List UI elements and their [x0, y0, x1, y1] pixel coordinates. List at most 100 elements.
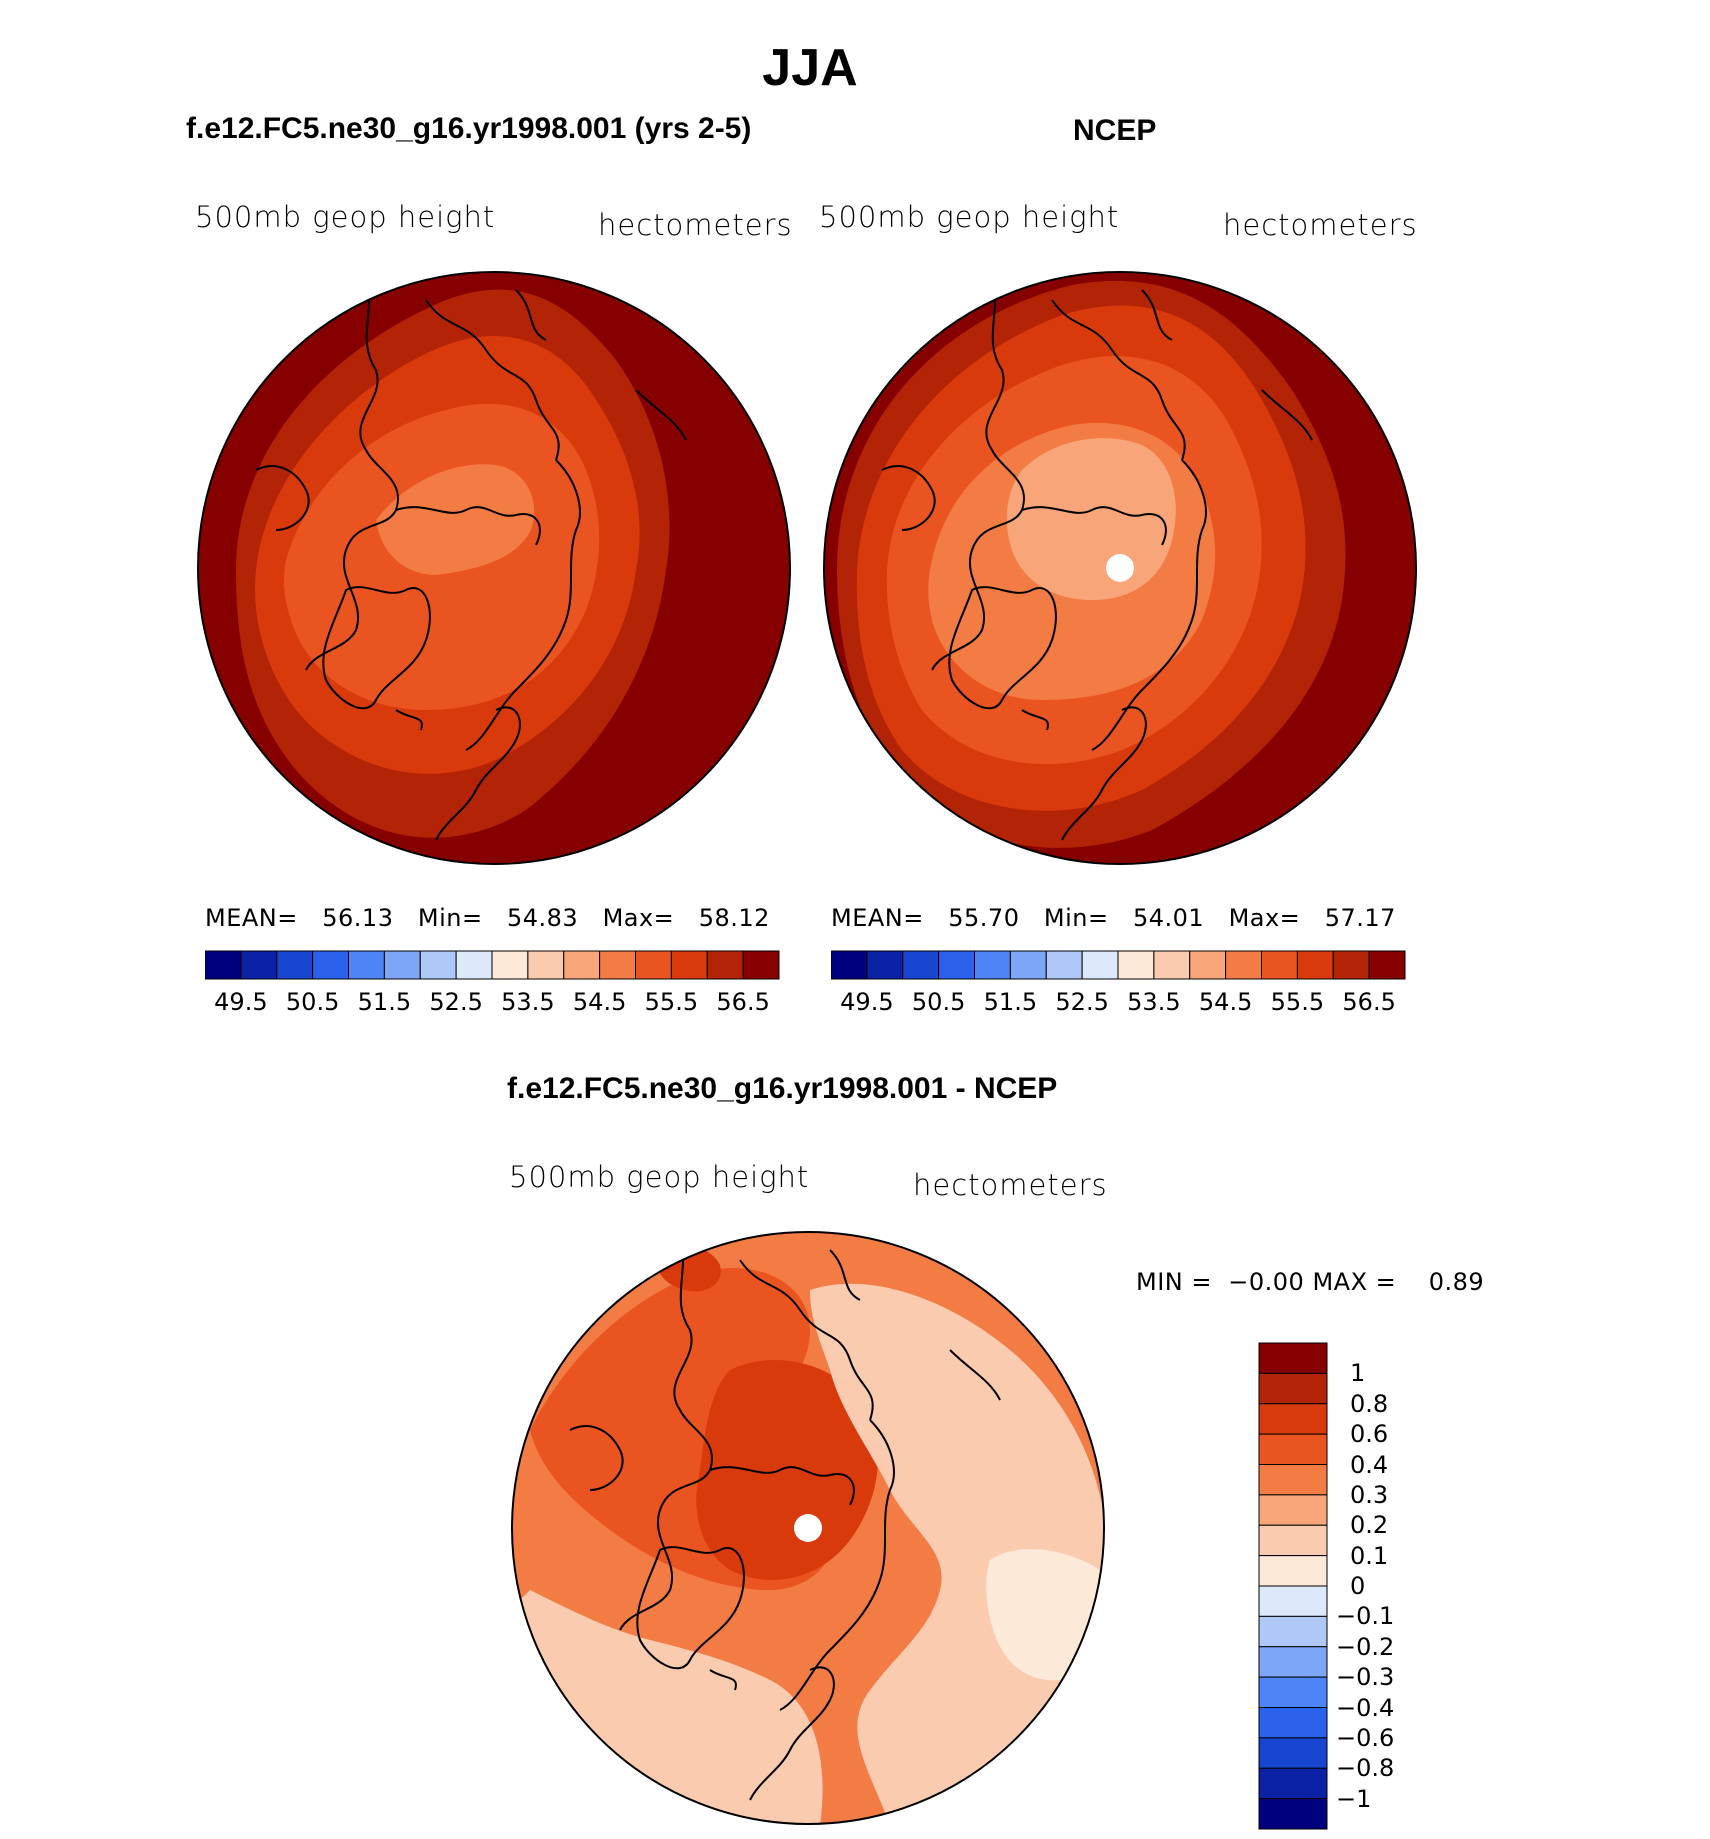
- obs-colorbar-tick-label: 51.5: [984, 988, 1037, 1016]
- diff-polar-map: [510, 1230, 1106, 1826]
- obs-contour-level-6: [1006, 438, 1176, 600]
- model-variable-label: 500mb geop height: [195, 200, 496, 234]
- diff-colorbar-tick-label: −1: [1336, 1784, 1372, 1813]
- obs-colorbar-swatch: [1332, 950, 1370, 980]
- diff-colorbar-swatch: [1258, 1433, 1328, 1465]
- diff-colorbar-tick-label: 0: [1350, 1572, 1366, 1600]
- model-colorbar-tick-label: 56.5: [716, 988, 769, 1016]
- obs-colorbar-swatch: [902, 950, 940, 980]
- model-stats: MEAN= 56.13 Min= 54.83 Max= 58.12: [205, 904, 770, 932]
- model-colorbar-swatch: [706, 950, 744, 980]
- diff-panel-title: f.e12.FC5.ne30_g16.yr1998.001 - NCEP: [507, 1072, 1058, 1105]
- diff-colorbar-tick-label: 0.4: [1350, 1450, 1389, 1479]
- model-colorbar-tick-label: 55.5: [645, 988, 698, 1016]
- model-contour-level-5: [376, 464, 535, 575]
- obs-colorbar-swatch: [1009, 950, 1047, 980]
- model-colorbar-swatch: [240, 950, 278, 980]
- model-coastlines: [255, 279, 687, 841]
- diff-colorbar-tick-label: −0.3: [1336, 1663, 1395, 1692]
- diff-colorbar-swatch: [1258, 1494, 1328, 1526]
- diff-colorbar-swatch: [1258, 1464, 1328, 1496]
- diff-colorbar-swatch: [1258, 1798, 1328, 1830]
- diff-colorbar-tick-label: −0.1: [1336, 1602, 1395, 1631]
- obs-units-label: hectometers: [1223, 208, 1418, 242]
- model-colorbar-tick-label: 51.5: [358, 988, 411, 1016]
- diff-colorbar-swatch: [1258, 1676, 1328, 1708]
- obs-colorbar-swatch: [1117, 950, 1155, 980]
- obs-stats: MEAN= 55.70 Min= 54.01 Max= 57.17: [831, 904, 1396, 932]
- model-polar-map: [196, 270, 792, 866]
- obs-max-label: Max=: [1228, 904, 1301, 932]
- diff-colorbar-tick-label: −0.6: [1336, 1723, 1395, 1752]
- obs-min-label: Min=: [1043, 904, 1109, 932]
- diff-colorbar-tick-label: 0.2: [1350, 1511, 1389, 1540]
- diff-colorbar-tick-label: 0.1: [1350, 1541, 1389, 1570]
- model-colorbar-swatch: [383, 950, 421, 980]
- main-title: JJA: [762, 39, 858, 97]
- model-max-value: 58.12: [698, 904, 770, 932]
- model-colorbar-swatch: [491, 950, 529, 980]
- diff-colorbar-swatch: [1258, 1342, 1328, 1374]
- diff-pole-missing-data: [794, 1514, 822, 1542]
- obs-colorbar-tick-label: 52.5: [1055, 988, 1108, 1016]
- diff-contour-low-east: [810, 1283, 1104, 1824]
- obs-min-value: 54.01: [1132, 904, 1205, 932]
- diff-max-value: 0.89: [1428, 1268, 1485, 1296]
- diff-coastlines: [569, 1239, 1001, 1801]
- obs-colorbar-swatch: [1296, 950, 1334, 980]
- obs-colorbar-swatch: [938, 950, 975, 980]
- diff-stats: MIN = −0.00 MAX = 0.89: [1136, 1268, 1484, 1296]
- model-colorbar-swatch: [635, 950, 672, 980]
- model-min-label: Min=: [417, 904, 483, 932]
- model-colorbar-swatch: [670, 950, 708, 980]
- obs-colorbar-tick-label: 56.5: [1342, 988, 1395, 1016]
- obs-colorbar-swatch: [1368, 950, 1406, 980]
- obs-colorbar-tick-label: 50.5: [912, 988, 965, 1016]
- obs-pole-missing-data: [1106, 554, 1134, 582]
- diff-min-label: MIN =: [1136, 1268, 1212, 1296]
- model-panel-title: f.e12.FC5.ne30_g16.yr1998.001 (yrs 2-5): [186, 112, 752, 145]
- model-mean-label: MEAN=: [205, 904, 298, 932]
- obs-coastlines: [881, 279, 1313, 841]
- model-colorbar-tick-label: 53.5: [501, 988, 554, 1016]
- diff-colorbar-tick-label: 0.8: [1350, 1389, 1389, 1418]
- model-min-value: 54.83: [506, 904, 579, 932]
- model-units-label: hectometers: [598, 208, 793, 242]
- obs-colorbar-swatch: [974, 950, 1011, 980]
- model-colorbar-swatch: [563, 950, 601, 980]
- obs-colorbar-swatch: [1045, 950, 1083, 980]
- diff-colorbar-swatch: [1258, 1767, 1328, 1800]
- obs-map-boundary: [823, 271, 1417, 865]
- model-colorbar-tick-label: 54.5: [573, 988, 626, 1016]
- obs-colorbar-tick-label: 49.5: [840, 988, 893, 1016]
- model-colorbar-swatch: [348, 950, 385, 980]
- diff-max-label: MAX =: [1312, 1268, 1397, 1296]
- model-colorbar-swatch: [742, 950, 780, 980]
- diff-colorbar-tick-label: 0.6: [1350, 1420, 1389, 1449]
- model-colorbar-swatch: [599, 950, 636, 980]
- obs-max-value: 57.17: [1324, 904, 1396, 932]
- model-colorbar: 49.5 50.5 51.5 52.5 53.5 54.5 55.5 56.5: [205, 950, 785, 1020]
- diff-colorbar-tick-label: 0.3: [1350, 1480, 1389, 1509]
- obs-colorbar-swatch: [1153, 950, 1191, 980]
- obs-colorbar-tick-label: 55.5: [1271, 988, 1324, 1016]
- model-colorbar-tick-label: 49.5: [214, 988, 267, 1016]
- obs-mean-value: 55.70: [948, 904, 1020, 932]
- diff-map-boundary: [511, 1231, 1105, 1825]
- diff-colorbar-swatch: [1258, 1524, 1328, 1557]
- model-colorbar-swatch: [205, 950, 242, 980]
- obs-mean-label: MEAN=: [831, 904, 924, 932]
- model-mean-value: 56.13: [322, 904, 394, 932]
- obs-panel-title: NCEP: [1073, 114, 1157, 147]
- model-map-boundary: [197, 271, 791, 865]
- obs-colorbar-swatch: [1225, 950, 1262, 980]
- diff-colorbar: 1 0.8 0.6 0.4 0.3 0.2 0.1 0 −0.1 −0.2 −0.3 −0.4 −0.6…: [1258, 1342, 1458, 1832]
- model-colorbar-swatch: [527, 950, 565, 980]
- diff-colorbar-swatch: [1258, 1585, 1328, 1617]
- diff-variable-label: 500mb geop height: [509, 1160, 810, 1194]
- diff-colorbar-tick-label: −0.4: [1336, 1693, 1395, 1722]
- diff-colorbar-swatch: [1258, 1615, 1328, 1648]
- diff-colorbar-swatch: [1258, 1403, 1328, 1435]
- model-colorbar-tick-label: 52.5: [429, 988, 482, 1016]
- model-colorbar-swatch: [419, 950, 457, 980]
